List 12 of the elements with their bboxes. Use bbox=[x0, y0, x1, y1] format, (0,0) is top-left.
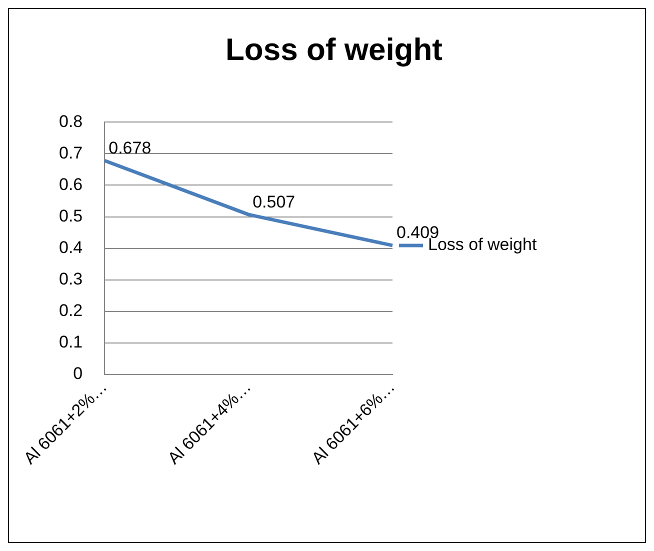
data-label: 0.678 bbox=[108, 138, 152, 158]
chart-title: Loss of weight bbox=[226, 32, 442, 68]
y-tick-label: 0 bbox=[73, 364, 83, 384]
y-tick-label: 0.2 bbox=[58, 301, 83, 320]
y-tick-label: 0.8 bbox=[58, 112, 83, 131]
y-tick-label: 0.5 bbox=[58, 206, 83, 226]
data-label: 0.507 bbox=[252, 192, 296, 212]
y-tick-label: 0.1 bbox=[58, 332, 83, 352]
y-tick-label: 0.3 bbox=[58, 270, 83, 289]
y-tick-label: 0.6 bbox=[58, 174, 83, 194]
y-tick-label: 0.7 bbox=[58, 143, 83, 162]
y-tick-label: 0.4 bbox=[58, 238, 83, 257]
